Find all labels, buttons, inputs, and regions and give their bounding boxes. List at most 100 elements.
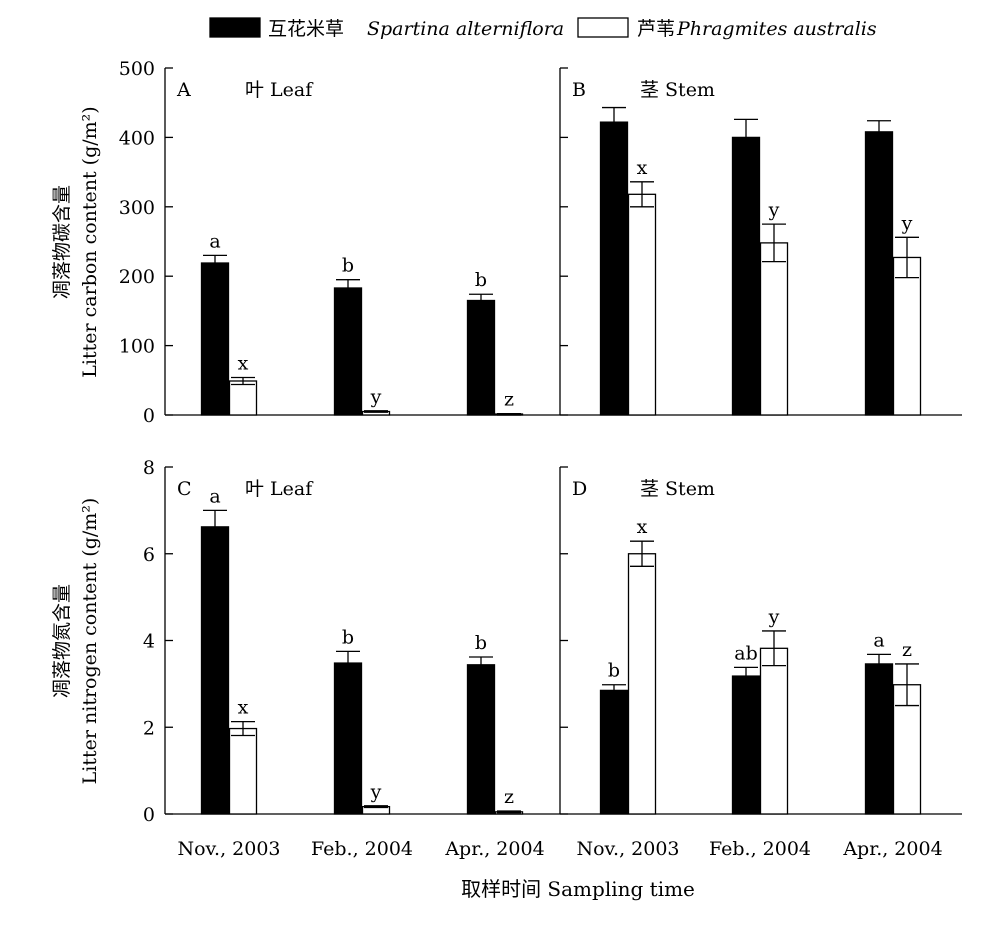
error-bar [895,236,919,279]
bar-spartina [599,121,629,416]
y-title-nitrogen: 凋落物氮含量 Litter nitrogen content (g/m²) [51,498,101,785]
panel-title: 叶 Leaf [245,79,314,101]
error-bar [630,540,654,567]
panel-letter: C [177,478,192,500]
y-title-nitrogen-cn: 凋落物氮含量 [51,584,73,698]
bar-phragmites [627,193,657,416]
error-bar [867,120,891,132]
legend-swatch-spartina [209,17,261,38]
x-tick-label: Feb., 2004 [311,838,413,860]
significance-label: x [637,157,648,179]
bar-phragmites [892,684,922,815]
error-bar [602,106,626,123]
error-bar [734,666,758,677]
y-tick-label: 8 [143,457,155,479]
bar-phragmites [228,727,258,815]
y-title-carbon: 凋落物碳含量 Litter carbon content (g/m²) [51,106,101,377]
y-tick-label: 0 [143,405,155,427]
panel-c: 0 2 4 6 8C 叶 Leaf a b b x y z Nov., 2003 Feb., 2004 Ap… [143,457,560,860]
bar-spartina [200,526,230,815]
y-tick-label: 100 [119,336,155,358]
significance-label: z [902,639,912,661]
significance-label: x [238,353,249,375]
significance-label: ab [734,642,758,664]
x-tick-label: Feb., 2004 [709,838,811,860]
error-bar [762,223,786,263]
y-tick-label: 300 [119,197,155,219]
error-bar [364,410,388,413]
panel-title: 叶 Leaf [245,478,314,500]
y-title-nitrogen-en: Litter nitrogen content (g/m²) [79,498,101,785]
legend-swatch-phragmites [577,17,629,38]
significance-label: b [475,632,487,654]
bar-spartina [466,664,496,815]
y-tick-label: 2 [143,717,155,739]
error-bar [469,293,493,301]
bar-spartina [599,689,629,815]
error-bar [336,650,360,664]
legend: 互花米草 Spartina alterniflora 芦苇 Phragmites… [209,17,877,40]
bar-phragmites [759,242,789,416]
bar-spartina [731,136,761,416]
panel-title: 茎 Stem [640,478,715,500]
panel-d: D 茎 Stem b ab a x y z Nov., 2003 Feb., 2004 Apr., … [559,466,962,860]
error-bar [336,279,360,288]
bar-spartina [731,675,761,815]
error-bar [602,684,626,691]
y-tick-label: 200 [119,266,155,288]
error-bar [867,653,891,664]
significance-label: x [637,516,648,538]
panel-letter: D [572,478,587,500]
legend-label-spartina-cn: 互花米草 [268,18,344,40]
y-title-carbon-en: Litter carbon content (g/m²) [79,106,101,377]
x-tick-label: Apr., 2004 [842,838,942,860]
x-tick-label: Nov., 2003 [576,838,679,860]
error-bar [497,810,521,814]
legend-label-spartina-latin: Spartina alterniflora [367,18,564,40]
error-bar [231,720,255,737]
panel-b: B 茎 Stem x y y [559,67,962,416]
y-tick-label: 6 [143,544,155,566]
significance-label: b [342,255,354,277]
bar-spartina [864,131,894,416]
significance-label: b [608,660,620,682]
significance-label: z [504,389,514,411]
error-bar [469,656,493,665]
panel-letter: A [176,79,191,101]
significance-label: y [370,386,382,408]
significance-label: b [475,269,487,291]
error-bar [364,805,388,809]
y-tick-label: 4 [143,631,155,653]
error-bar [231,376,255,386]
error-bar [734,118,758,138]
significance-label: y [768,606,780,628]
error-bar [203,509,227,527]
bar-spartina [333,662,363,815]
x-tick-label: Apr., 2004 [444,838,544,860]
legend-label-phragmites-cn: 芦苇 [637,18,675,40]
error-bar [762,630,786,667]
error-bar [497,412,521,416]
error-bar [895,663,919,707]
significance-label: y [370,781,382,803]
significance-label: y [901,212,913,234]
y-title-carbon-cn: 凋落物碳含量 [51,185,73,299]
significance-label: a [873,629,884,651]
bar-phragmites [627,553,657,815]
y-tick-label: 500 [119,58,155,80]
significance-label: y [768,199,780,221]
y-tick-label: 0 [143,804,155,826]
bar-phragmites [228,380,258,416]
bar-spartina [864,663,894,815]
significance-label: z [504,786,514,808]
significance-label: a [209,230,220,252]
legend-label-phragmites-latin: Phragmites australis [676,18,877,40]
significance-label: x [238,697,249,719]
x-tick-label: Nov., 2003 [177,838,280,860]
panel-a: 0 100 200 300 400 500 A 叶 Leaf a b b x y z [119,58,560,427]
panel-letter: B [572,79,586,101]
error-bar [630,181,654,208]
significance-label: b [342,626,354,648]
